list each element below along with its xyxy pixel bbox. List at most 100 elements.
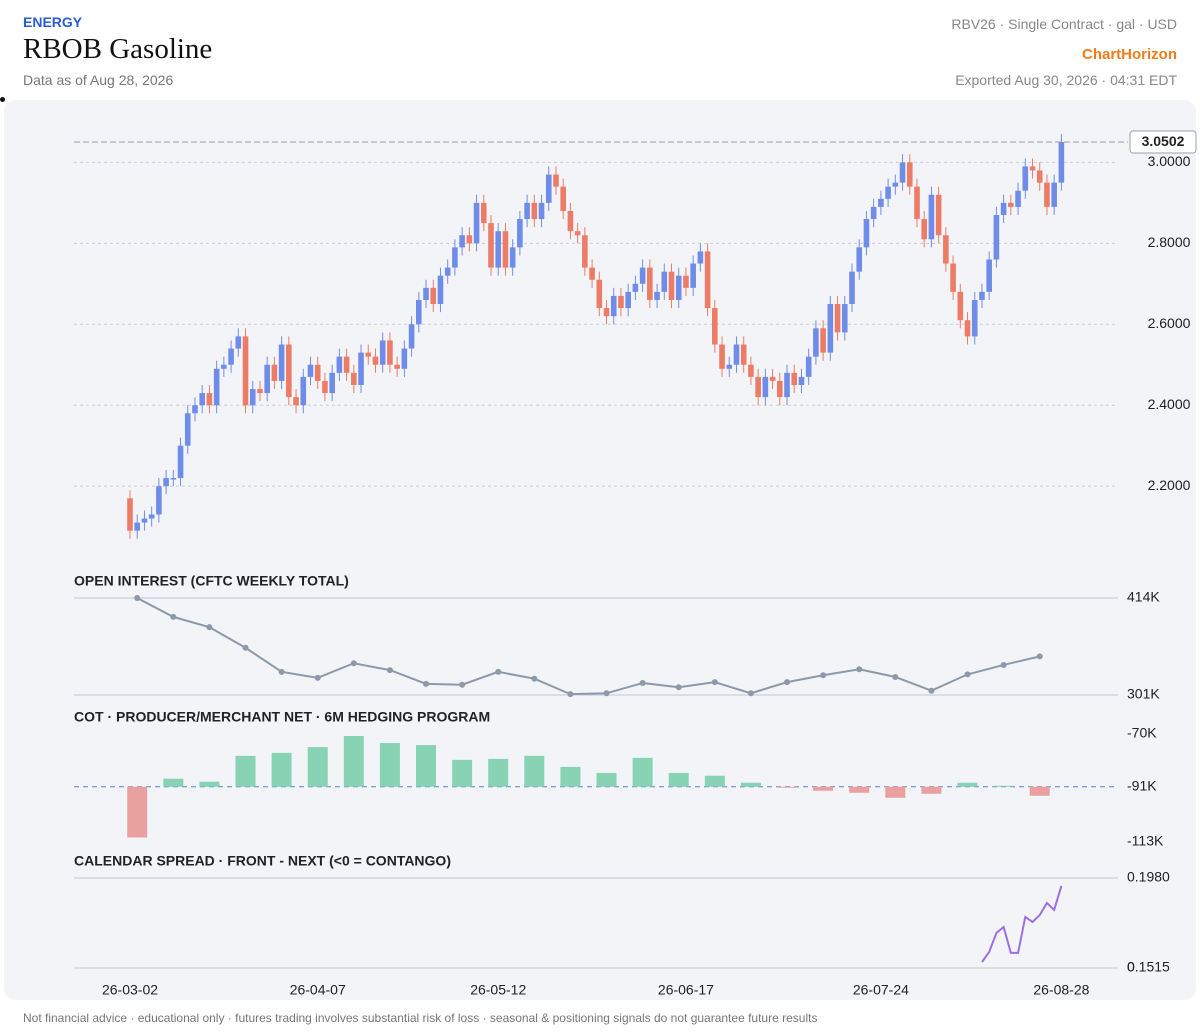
candle-body — [841, 304, 848, 333]
point — [928, 687, 935, 694]
point — [134, 595, 141, 601]
candle-body — [314, 364, 321, 381]
y-tick-label: 2.2000 — [1148, 477, 1191, 493]
bar — [271, 752, 292, 787]
bar — [957, 782, 978, 787]
candle-body — [502, 231, 509, 268]
candle-body — [784, 372, 790, 398]
candle-body — [452, 247, 458, 268]
bar — [307, 747, 328, 787]
candle-body — [307, 364, 314, 377]
candle-body — [538, 202, 545, 220]
candle-body — [603, 308, 610, 317]
y-tick-label: 301K — [1127, 686, 1160, 702]
candle-body — [813, 328, 819, 357]
candle-body — [704, 251, 711, 309]
y-tick-label: -91K — [1127, 777, 1157, 793]
category: ENERGY — [23, 14, 83, 30]
candle-body — [834, 304, 841, 333]
candle-body — [625, 291, 631, 309]
point — [856, 666, 863, 673]
candle-body — [805, 356, 812, 377]
candle-body — [892, 182, 899, 187]
candle-body — [517, 219, 523, 248]
point — [603, 690, 610, 697]
bar — [813, 786, 834, 791]
candle-body — [863, 219, 870, 248]
candle-body — [914, 186, 920, 220]
bar — [668, 772, 689, 787]
point — [170, 613, 177, 620]
bar — [199, 781, 220, 787]
point — [278, 668, 285, 675]
candle-body — [249, 389, 256, 406]
candle-body — [336, 356, 343, 373]
series-line — [136, 597, 1040, 696]
bar — [740, 782, 761, 787]
candle-body — [228, 348, 234, 365]
panel-title: OPEN INTEREST (CFTC WEEKLY TOTAL) — [74, 573, 349, 589]
point — [639, 679, 646, 686]
candle-body — [856, 247, 863, 272]
candle-body — [379, 340, 386, 365]
candle-body — [820, 328, 826, 353]
candle-body — [769, 376, 776, 381]
candle-body — [712, 308, 718, 345]
candle-body — [827, 304, 834, 353]
candle-body — [755, 376, 761, 398]
candle-body — [524, 202, 530, 220]
candle-body — [242, 336, 249, 406]
candle-body — [192, 405, 198, 414]
point — [423, 680, 430, 687]
y-tick-label: 2.8000 — [1148, 234, 1191, 250]
point — [1000, 661, 1007, 668]
candle-body — [632, 283, 639, 292]
candle-body — [480, 202, 487, 224]
bar — [488, 758, 509, 787]
bar — [777, 786, 798, 788]
candle-body — [278, 344, 285, 381]
candle-body — [351, 372, 357, 385]
candle-body — [596, 279, 603, 309]
candle-body — [473, 202, 480, 244]
y-tick-label: -70K — [1127, 725, 1157, 741]
candle-body — [199, 393, 205, 406]
y-tick-label: 2.6000 — [1148, 315, 1191, 331]
bar — [163, 778, 184, 787]
y-tick-label: 3.0000 — [1148, 153, 1191, 169]
candle-body — [878, 198, 884, 207]
candle-body — [206, 393, 213, 406]
candle-body — [235, 336, 242, 349]
bar — [235, 755, 256, 787]
candle-body — [560, 186, 566, 211]
candle-body — [574, 231, 581, 236]
brand: ChartHorizon — [1082, 46, 1177, 63]
bar — [993, 785, 1014, 787]
candle-body — [553, 174, 559, 187]
candle-body — [567, 210, 574, 232]
candle-body — [430, 287, 437, 305]
x-tick-label: 26-04-07 — [290, 982, 346, 998]
bar — [343, 736, 364, 787]
candle-body — [935, 194, 942, 236]
point — [495, 668, 502, 675]
candle-body — [170, 478, 177, 480]
candle-body — [141, 518, 148, 523]
candle-body — [444, 267, 451, 276]
candle-body — [610, 295, 617, 317]
bar — [416, 745, 437, 787]
candle-body — [394, 364, 400, 369]
y-tick-label: 414K — [1127, 589, 1160, 605]
candle-body — [184, 413, 191, 446]
x-tick-label: 26-07-24 — [853, 982, 909, 998]
y-tick-label: -113K — [1127, 833, 1164, 849]
candle-body — [683, 275, 689, 288]
bar — [704, 775, 725, 787]
candle-body — [1015, 190, 1021, 207]
x-tick-label: 26-06-17 — [658, 982, 714, 998]
candle-body — [163, 478, 169, 487]
candle-body — [459, 235, 465, 248]
candle-body — [791, 372, 798, 385]
candle-body — [213, 368, 220, 406]
